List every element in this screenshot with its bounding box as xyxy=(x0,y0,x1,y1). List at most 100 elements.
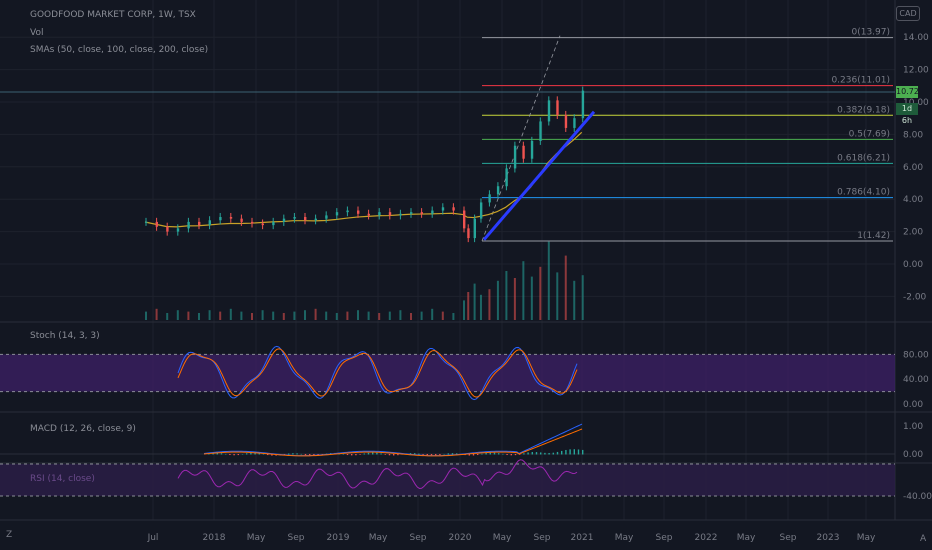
macd-histogram-bar xyxy=(372,452,374,455)
macd-histogram-bar xyxy=(300,453,302,455)
macd-histogram-bar xyxy=(443,453,445,455)
candle-body xyxy=(198,221,201,226)
macd-histogram-bar xyxy=(514,454,517,456)
y-tick-label: 2.00 xyxy=(903,228,923,238)
candle-body xyxy=(208,220,211,226)
macd-label: MACD (12, 26, close, 9) xyxy=(30,424,136,434)
macd-histogram-bar xyxy=(346,454,349,456)
macd-histogram-bar xyxy=(359,454,361,455)
candle-body xyxy=(573,118,576,128)
y-tick-label: 0.00 xyxy=(903,260,923,270)
volume-bar xyxy=(522,261,525,320)
candle-body xyxy=(304,217,307,221)
y-tick-label: 14.00 xyxy=(903,33,929,43)
x-tick-label: Sep xyxy=(780,533,797,543)
macd-histogram-bar xyxy=(481,453,483,455)
candle-body xyxy=(581,90,585,119)
candle-body xyxy=(496,186,500,195)
rsi-line xyxy=(177,459,578,489)
auto-scale-button[interactable]: A xyxy=(920,534,927,544)
macd-histogram-bar xyxy=(556,451,559,455)
macd-histogram-bar xyxy=(397,454,399,456)
macd-histogram-bar xyxy=(409,453,412,455)
candle-body xyxy=(176,228,180,232)
volume-bar xyxy=(346,311,349,320)
candle-body xyxy=(325,215,328,219)
rsi-band xyxy=(0,464,895,496)
macd-histogram-bar xyxy=(225,453,227,455)
candle-body xyxy=(388,212,392,216)
volume-bar xyxy=(261,310,264,320)
y-tick-label: 4.00 xyxy=(903,195,923,205)
macd-histogram-bar xyxy=(393,454,395,456)
y-tick-label: 12.00 xyxy=(903,66,929,76)
volume-bar xyxy=(325,311,328,320)
macd-histogram-bar xyxy=(355,454,357,456)
macd-histogram-bar xyxy=(451,453,454,455)
volume-bar xyxy=(530,276,533,320)
y-tick-label: -2.00 xyxy=(903,292,927,302)
macd-histogram-bar xyxy=(493,452,496,455)
candle-body xyxy=(166,226,169,232)
macd-histogram-bar xyxy=(271,454,273,456)
y-tick-label: 8.00 xyxy=(903,130,923,140)
last-price-badge: 10.72 xyxy=(896,86,919,98)
stoch-d-line xyxy=(177,348,578,398)
macd-histogram-bar xyxy=(250,452,252,455)
volume-bar xyxy=(378,313,381,320)
macd-histogram-bar xyxy=(439,454,441,456)
macd-histogram-bar xyxy=(552,452,554,455)
candle-body xyxy=(556,100,559,115)
volume-bar xyxy=(441,311,444,320)
volume-bar xyxy=(145,311,147,320)
x-tick-label: May xyxy=(615,533,634,543)
currency-badge[interactable]: CAD xyxy=(896,6,920,21)
stoch-label: Stoch (14, 3, 3) xyxy=(30,331,100,341)
volume-bar xyxy=(293,311,296,320)
candle-body xyxy=(530,140,534,159)
x-tick-label: Sep xyxy=(656,533,673,543)
symbol-title: GOODFOOD MARKET CORP, 1W, TSX xyxy=(30,10,196,20)
grid xyxy=(0,0,932,521)
macd-histogram-bar xyxy=(498,453,500,455)
candle-body xyxy=(513,145,517,169)
macd-histogram-bar xyxy=(573,449,575,455)
candle-body xyxy=(452,207,455,211)
volume-bar xyxy=(388,311,391,320)
volume-bars xyxy=(145,241,584,320)
macd-histogram-bar xyxy=(519,454,521,455)
macd-histogram-bar xyxy=(296,453,298,455)
candle-body xyxy=(463,210,466,229)
z-icon[interactable]: Z xyxy=(6,530,13,540)
stoch-band xyxy=(0,354,895,392)
macd-histogram-bar xyxy=(477,454,479,456)
volume-bar xyxy=(581,275,584,320)
x-tick-label: Jul xyxy=(147,533,159,543)
macd-histogram-bar xyxy=(548,453,550,455)
macd-histogram-bar xyxy=(246,453,248,455)
volume-bar xyxy=(431,308,434,320)
candle-body xyxy=(293,217,296,219)
macd-histogram-bar xyxy=(485,453,487,455)
candle-body xyxy=(488,194,491,203)
stoch-k-line xyxy=(177,345,578,401)
candle-body xyxy=(473,218,476,239)
macd-histogram-bar xyxy=(468,454,470,456)
macd-histogram-bar xyxy=(237,454,239,456)
macd-line xyxy=(203,423,583,457)
candle-body xyxy=(539,121,542,141)
volume-bar xyxy=(272,311,275,320)
volume-bar xyxy=(335,313,338,320)
macd-panel xyxy=(0,423,895,457)
volume-bar xyxy=(420,311,423,320)
volume-bar xyxy=(452,313,455,320)
rsi-tick: -40.00 xyxy=(903,492,932,502)
candle-body xyxy=(219,217,222,221)
candle-body xyxy=(251,221,254,224)
stoch-tick: 80.00 xyxy=(903,350,929,360)
macd-histogram-bar xyxy=(582,449,584,455)
macd-histogram-bar xyxy=(241,453,244,455)
fib-level-label: 0.5(7.69) xyxy=(849,129,890,139)
candle-body xyxy=(367,213,370,216)
